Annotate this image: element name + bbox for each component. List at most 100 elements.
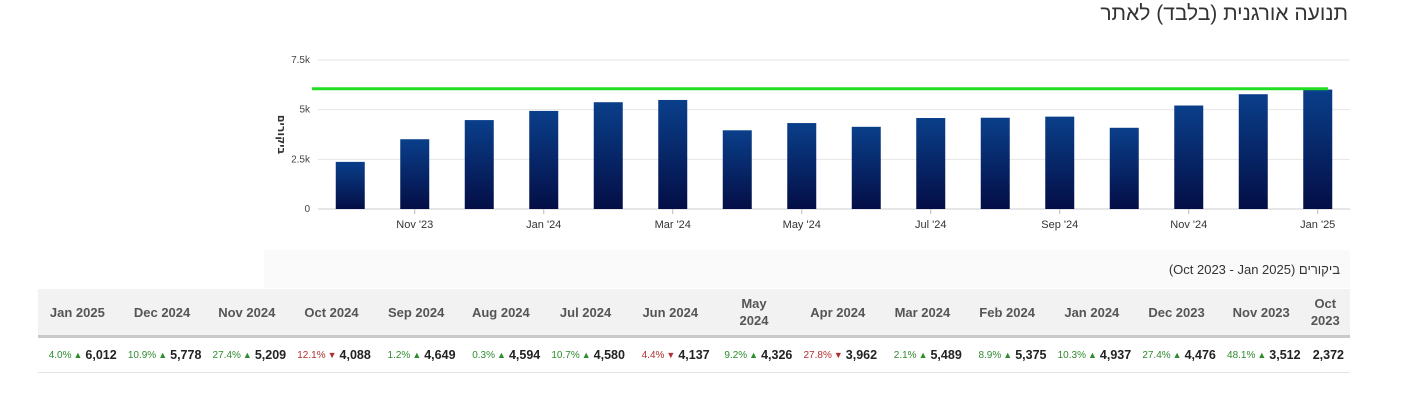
table-cell: 8.9% ▲ 5,375 xyxy=(968,338,1053,372)
visits-value: 5,209 xyxy=(254,348,287,362)
arrow-up-icon: ▲ xyxy=(242,350,252,360)
visits-value: 4,137 xyxy=(678,348,710,362)
bar xyxy=(529,110,559,209)
table-subtitle: ביקורים (Oct 2023 - Jan 2025) xyxy=(1168,262,1340,277)
change-percent: 27.4% xyxy=(1142,349,1171,361)
bar xyxy=(1109,127,1139,209)
arrow-up-icon: ▲ xyxy=(1257,350,1267,360)
bar xyxy=(400,139,430,209)
change-percent: 10.7% xyxy=(551,349,580,361)
arrow-down-icon: ▼ xyxy=(666,350,676,360)
visits-value: 4,088 xyxy=(339,348,371,362)
chart-title: תנועה אורגנית (בלבד) לאתר xyxy=(1100,2,1348,25)
column-header: Mar 2024 xyxy=(894,304,951,320)
column-header: Dec 2024 xyxy=(133,304,191,320)
table-cell: 0.3% ▲ 4,594 xyxy=(462,338,547,372)
table-cell: 9.2% ▲ 4,326 xyxy=(716,338,799,372)
table-row: 4.0% ▲ 6,012 10.9% ▲ 5,778 27.4% ▲ 5,209 12.1% ▼ 4,… xyxy=(38,338,1350,373)
change-percent: 10.3% xyxy=(1057,349,1086,361)
table-cell: 48.1% ▲ 3,512 xyxy=(1222,338,1307,372)
subtitle-band xyxy=(264,250,1350,288)
arrow-up-icon: ▲ xyxy=(158,350,168,360)
arrow-up-icon: ▲ xyxy=(918,350,928,360)
table-cell: 4.0% ▲ 6,012 xyxy=(38,338,123,372)
visits-table: Jan 2025 Dec 2024 Nov 2024 Oct 2024 Sep 2024… xyxy=(38,289,1350,373)
bar xyxy=(722,130,752,209)
column-header: May 2024 xyxy=(739,296,769,328)
visits-value: 2,372 xyxy=(1312,348,1344,362)
change-percent: 2.1% xyxy=(893,349,917,361)
x-tick-label: Nov '24 xyxy=(1170,219,1207,231)
change-percent: 12.1% xyxy=(297,349,326,361)
column-header: Aug 2024 xyxy=(471,304,530,320)
table-cell: 12.1% ▼ 4,088 xyxy=(292,338,377,372)
change-percent: 48.1% xyxy=(1227,349,1256,361)
arrow-up-icon: ▲ xyxy=(412,350,422,360)
visits-value: 4,594 xyxy=(508,348,541,362)
visits-value: 5,778 xyxy=(170,348,202,362)
arrow-up-icon: ▲ xyxy=(497,350,506,360)
y-tick-label: 2.5k xyxy=(291,154,311,165)
change-percent: 4.0% xyxy=(48,349,72,361)
column-header: Nov 2023 xyxy=(1232,304,1290,320)
table-cell: 27.8% ▼ 3,962 xyxy=(798,338,883,372)
x-tick-label: Mar '24 xyxy=(655,219,691,231)
arrow-up-icon: ▲ xyxy=(749,350,759,360)
bar xyxy=(851,126,881,209)
visits-value: 6,012 xyxy=(85,348,117,362)
arrow-up-icon: ▲ xyxy=(1087,350,1097,360)
bar xyxy=(658,99,688,209)
bar xyxy=(787,123,817,209)
column-header: Jan 2025 xyxy=(49,304,105,320)
column-header: Apr 2024 xyxy=(810,304,866,320)
change-percent: 27.4% xyxy=(212,349,241,361)
visits-value: 5,489 xyxy=(930,348,962,362)
table-cell: 10.9% ▲ 5,778 xyxy=(123,338,208,372)
table-cell: 2,372 xyxy=(1307,338,1350,372)
bar xyxy=(916,118,946,209)
table-header-row: Jan 2025 Dec 2024 Nov 2024 Oct 2024 Sep 2024… xyxy=(38,289,1350,338)
change-percent: 8.9% xyxy=(978,349,1002,361)
visits-value: 5,375 xyxy=(1015,348,1047,362)
table-cell: 10.7% ▲ 4,580 xyxy=(546,338,631,372)
table-cell: 4.4% ▼ 4,137 xyxy=(631,338,716,372)
bar xyxy=(1238,94,1268,209)
bar xyxy=(1174,105,1204,209)
visits-value: 4,937 xyxy=(1099,348,1132,362)
arrow-up-icon: ▲ xyxy=(1172,350,1182,360)
bar-chart: 0 2.5k 5k 7.5k ביקורים Nov '23 Jan '24 Mar '24 M… xyxy=(275,55,1350,231)
visits-value: 4,326 xyxy=(761,348,793,362)
arrow-up-icon: ▲ xyxy=(581,350,591,360)
bar xyxy=(980,117,1010,209)
bar xyxy=(1045,116,1075,209)
arrow-down-icon: ▼ xyxy=(833,350,843,360)
y-axis-title: ביקורים xyxy=(275,115,288,155)
x-tick-label: May '24 xyxy=(783,219,821,231)
column-header: Nov 2024 xyxy=(218,304,276,320)
y-tick-label: 7.5k xyxy=(291,55,311,66)
x-tick-label: Jul '24 xyxy=(915,219,946,231)
bar xyxy=(464,120,494,209)
table-cell: 2.1% ▲ 5,489 xyxy=(883,338,968,372)
arrow-down-icon: ▼ xyxy=(327,350,337,360)
bar xyxy=(335,161,365,209)
column-header: Dec 2023 xyxy=(1148,304,1205,320)
change-percent: 27.8% xyxy=(803,349,832,361)
table-cell: 10.3% ▲ 4,937 xyxy=(1052,338,1137,372)
visits-value: 3,512 xyxy=(1269,348,1301,362)
table-cell: 27.4% ▲ 5,209 xyxy=(207,338,292,372)
column-header: Jan 2024 xyxy=(1064,304,1120,320)
visits-value: 4,476 xyxy=(1184,348,1216,362)
change-percent: 9.2% xyxy=(724,349,748,361)
visits-value: 3,962 xyxy=(845,348,878,362)
change-percent: 4.4% xyxy=(641,349,665,361)
bar xyxy=(1303,89,1333,209)
column-header: Oct 2024 xyxy=(304,304,359,320)
x-tick-label: Sep '24 xyxy=(1041,219,1078,231)
column-header: Jul 2024 xyxy=(559,304,612,320)
column-header: Jun 2024 xyxy=(642,304,699,320)
column-header: Oct 2023 xyxy=(1310,296,1340,328)
change-percent: 1.2% xyxy=(387,349,411,361)
y-tick-label: 0 xyxy=(304,204,310,215)
change-percent: 0.3% xyxy=(472,349,496,361)
